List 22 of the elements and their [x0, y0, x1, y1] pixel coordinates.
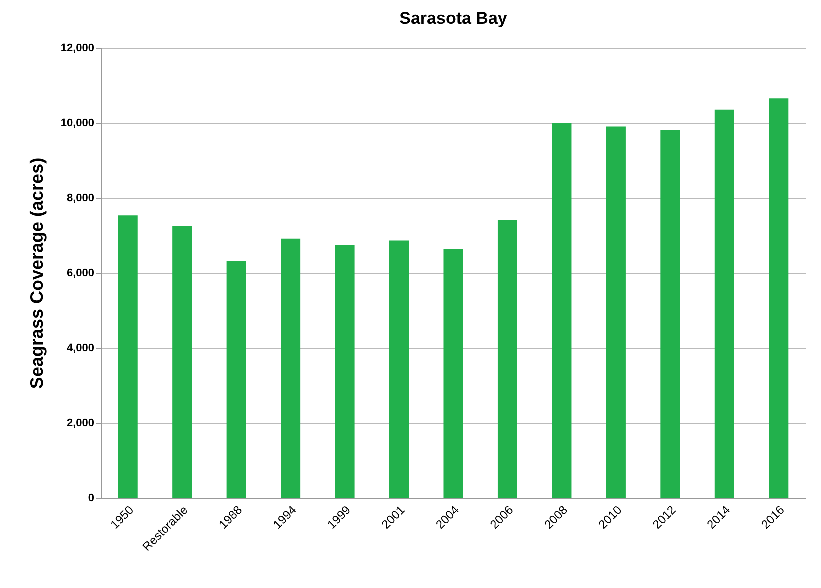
bar [118, 216, 138, 498]
y-tick-label: 8,000 [66, 192, 94, 204]
bar [498, 220, 518, 498]
chart-title: Sarasota Bay [400, 9, 508, 28]
bar [335, 245, 355, 498]
bar [172, 226, 192, 498]
bar [552, 123, 572, 498]
y-tick-label: 2,000 [66, 418, 94, 430]
y-tick-label: 10,000 [60, 118, 94, 130]
bar [714, 110, 734, 498]
y-axis-title: Seagrass Coverage (acres) [26, 158, 47, 390]
bar [660, 130, 680, 498]
bar [226, 261, 246, 498]
y-tick-label: 6,000 [66, 268, 94, 280]
bar [390, 240, 410, 498]
bar [444, 249, 464, 498]
y-tick-label: 0 [88, 492, 94, 504]
bar [769, 98, 789, 498]
bar [281, 238, 301, 498]
y-tick-label: 12,000 [60, 42, 94, 54]
bar [606, 126, 626, 498]
y-tick-label: 4,000 [66, 342, 94, 354]
